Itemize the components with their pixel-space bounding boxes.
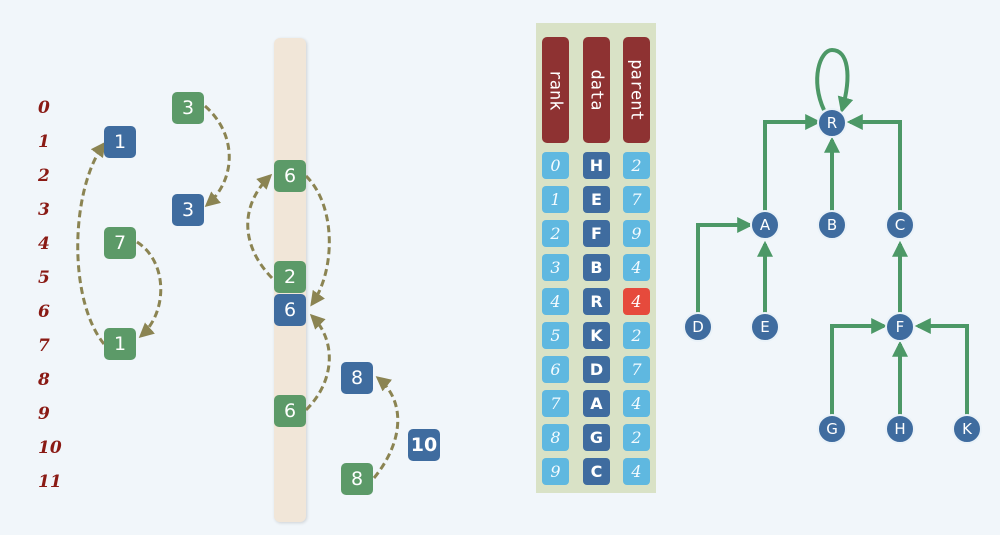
data-cell: E (583, 186, 610, 213)
parent-cell: 7 (623, 356, 650, 383)
rank-cell: 4 (542, 288, 569, 315)
arrow-8b-to-8a (372, 376, 400, 479)
arrow-2-to-6 (246, 173, 274, 280)
tree-node-H: H (885, 414, 915, 444)
arrow-6-to-6b (304, 174, 331, 307)
node-square: 8 (341, 463, 373, 495)
data-cell: R (583, 288, 610, 315)
parent-cell: 2 (623, 152, 650, 179)
arrow-1b-to-1 (76, 141, 106, 345)
rank-cell: 0 (542, 152, 569, 179)
parent-cell-highlight: 4 (623, 288, 650, 315)
index-label: 8 (38, 370, 50, 390)
tree-node-E: E (750, 312, 780, 342)
index-label: 11 (38, 472, 62, 492)
tree-node-B: B (817, 210, 847, 240)
data-cell: F (583, 220, 610, 247)
parent-cell: 4 (623, 390, 650, 417)
index-label: 9 (38, 404, 50, 424)
data-cell: K (583, 322, 610, 349)
node-square: 1 (104, 126, 136, 158)
tree-node-G: G (817, 414, 847, 444)
index-label: 5 (38, 268, 50, 288)
header-parent: parent (623, 37, 650, 143)
node-square: 3 (172, 92, 204, 124)
rank-cell: 6 (542, 356, 569, 383)
index-label: 1 (38, 132, 50, 152)
edge-R-self (815, 47, 854, 114)
node-square: 6 (274, 294, 306, 326)
node-square: 2 (274, 261, 306, 293)
parent-cell: 9 (623, 220, 650, 247)
index-label: 0 (38, 98, 50, 118)
header-data: data (583, 37, 610, 143)
parent-cell: 4 (623, 458, 650, 485)
node-square: 6 (274, 160, 306, 192)
index-label: 10 (38, 438, 62, 458)
index-label: 4 (38, 234, 50, 254)
index-label: 6 (38, 302, 50, 322)
tree-node-F: F (885, 312, 915, 342)
data-cell: B (583, 254, 610, 281)
arrow-6c-to-6b (304, 313, 331, 412)
data-cell: H (583, 152, 610, 179)
data-cell: G (583, 424, 610, 451)
node-square: 8 (341, 362, 373, 394)
index-label: 7 (38, 336, 50, 356)
node-square: 3 (172, 194, 204, 226)
header-rank: rank (542, 37, 569, 143)
data-cell: A (583, 390, 610, 417)
index-label: 2 (38, 166, 50, 186)
arrow-3-to-3 (204, 104, 231, 207)
parent-cell: 2 (623, 424, 650, 451)
arrow-7-to-1b (136, 240, 163, 338)
parent-cell: 4 (623, 254, 650, 281)
edge-K-F (914, 318, 969, 416)
tree-node-C: C (885, 210, 915, 240)
tree-node-D: D (683, 312, 713, 342)
index-label: 3 (38, 200, 50, 220)
edge-A-R (763, 114, 822, 212)
tree-node-K: K (952, 414, 982, 444)
tree-node-A: A (750, 210, 780, 240)
rank-cell: 9 (542, 458, 569, 485)
rank-cell: 5 (542, 322, 569, 349)
node-square: 6 (274, 395, 306, 427)
node-square: 1 (104, 328, 136, 360)
rank-cell: 7 (542, 390, 569, 417)
parent-cell: 2 (623, 322, 650, 349)
data-cell: D (583, 356, 610, 383)
rank-cell: 1 (542, 186, 569, 213)
node-square: 7 (104, 227, 136, 259)
edge-G-F (830, 318, 888, 416)
tree-node-R: R (817, 108, 847, 138)
edge-C-R (846, 114, 902, 212)
data-cell: C (583, 458, 610, 485)
rank-cell: 3 (542, 254, 569, 281)
node-square: 10 (408, 429, 440, 461)
rank-cell: 8 (542, 424, 569, 451)
parent-cell: 7 (623, 186, 650, 213)
rank-data-parent-table: rank data parent 0 1 2 3 4 5 6 7 8 9 H E… (536, 23, 656, 493)
rank-cell: 2 (542, 220, 569, 247)
edge-D-A (696, 217, 754, 314)
